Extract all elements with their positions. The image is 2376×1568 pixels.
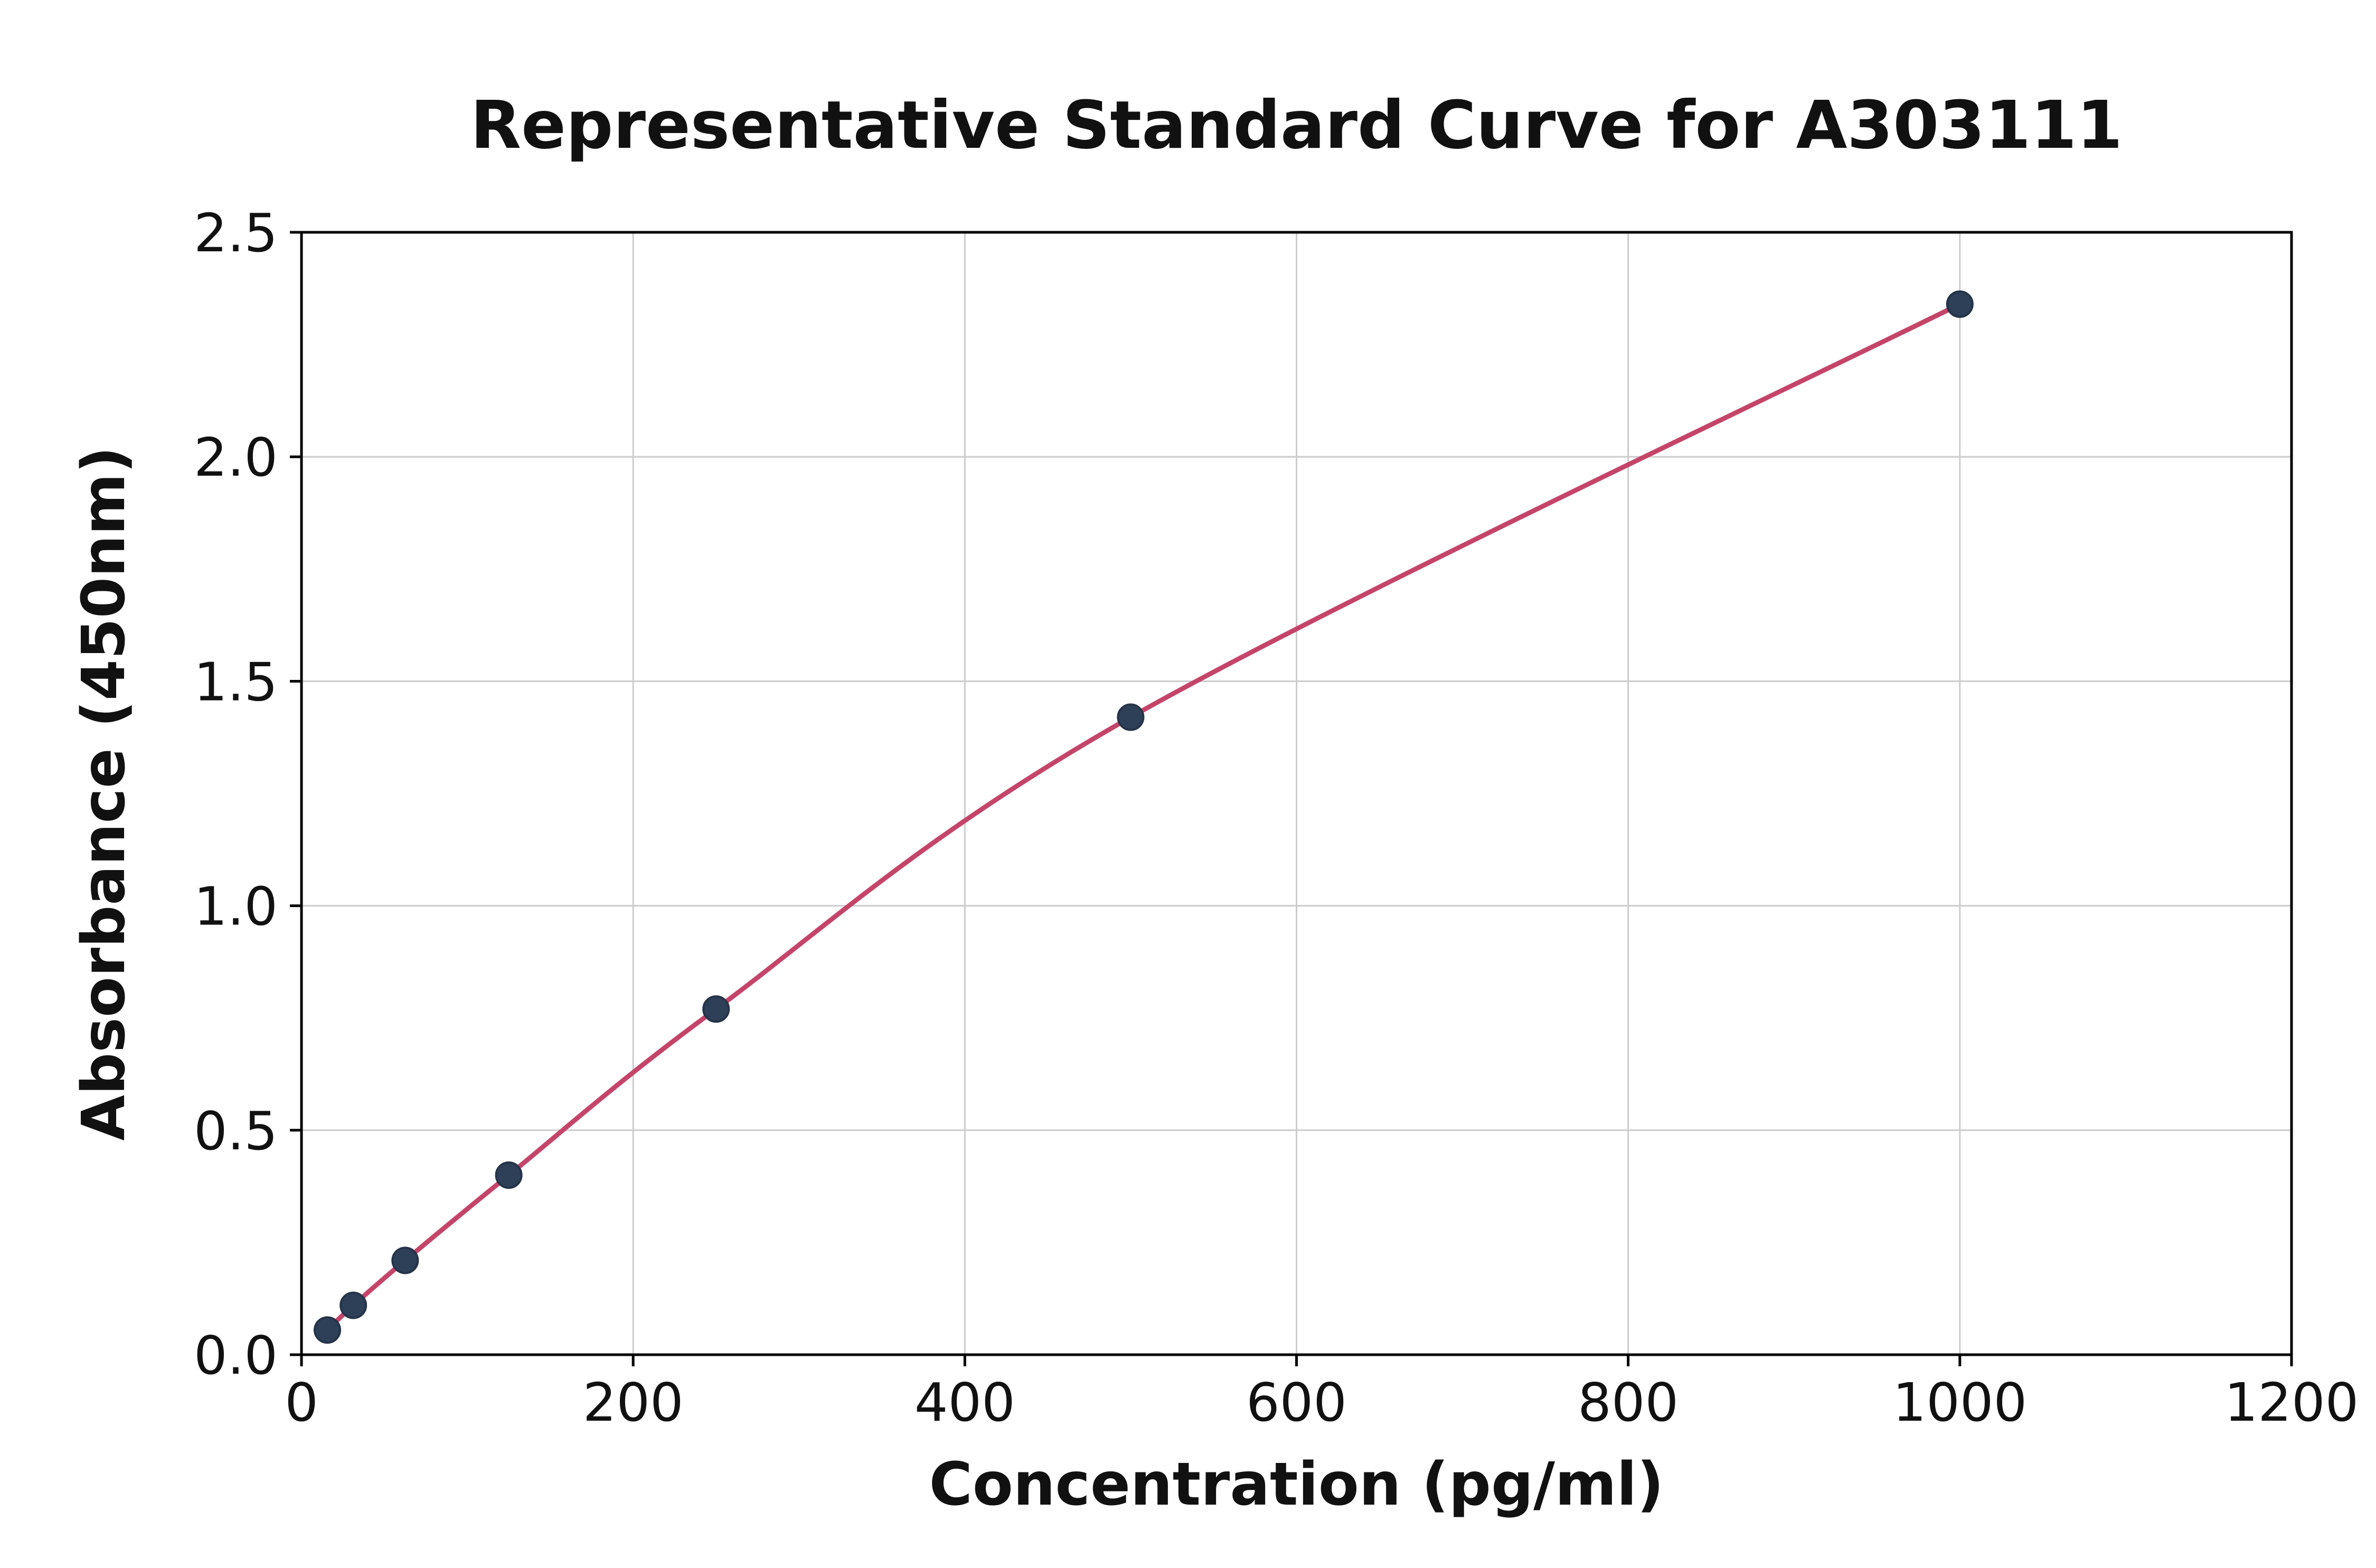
x-tick-label: 400 [914,1372,1015,1433]
y-tick-label: 1.5 [194,651,278,713]
axis-tick-labels: 0 200 400 600 800 1000 1200 0.0 0.5 1.0 1.5 2.0 2.5 [194,202,2359,1433]
x-tick-label: 0 [285,1372,318,1433]
data-point-marker [1946,290,1974,318]
data-point-marker [391,1246,419,1274]
x-tick-label: 800 [1578,1372,1679,1433]
x-axis-label: Concentration (pg/ml) [929,1450,1664,1519]
data-series [313,290,1974,1344]
data-point-marker [1117,703,1145,731]
fitted-curve [325,301,1963,1333]
data-point-marker [313,1316,341,1344]
axis-ticks [290,231,2293,1366]
chart-title: Representative Standard Curve for A30311… [470,87,2123,164]
y-axis-label: Absorbance (450nm) [70,446,138,1140]
y-tick-label: 0.5 [194,1100,278,1162]
y-tick-label: 2.5 [194,202,278,264]
y-tick-label: 2.0 [194,427,278,488]
x-tick-label: 600 [1246,1372,1347,1433]
y-tick-label: 1.0 [194,876,278,938]
data-point-marker [340,1291,367,1319]
data-point-marker [702,995,730,1023]
y-tick-label: 0.0 [194,1325,278,1386]
grid-lines [300,231,2293,1356]
x-tick-label: 1000 [1893,1372,2028,1433]
data-point-marker [495,1161,523,1189]
x-tick-label: 1200 [2224,1372,2359,1433]
x-tick-label: 200 [583,1372,684,1433]
